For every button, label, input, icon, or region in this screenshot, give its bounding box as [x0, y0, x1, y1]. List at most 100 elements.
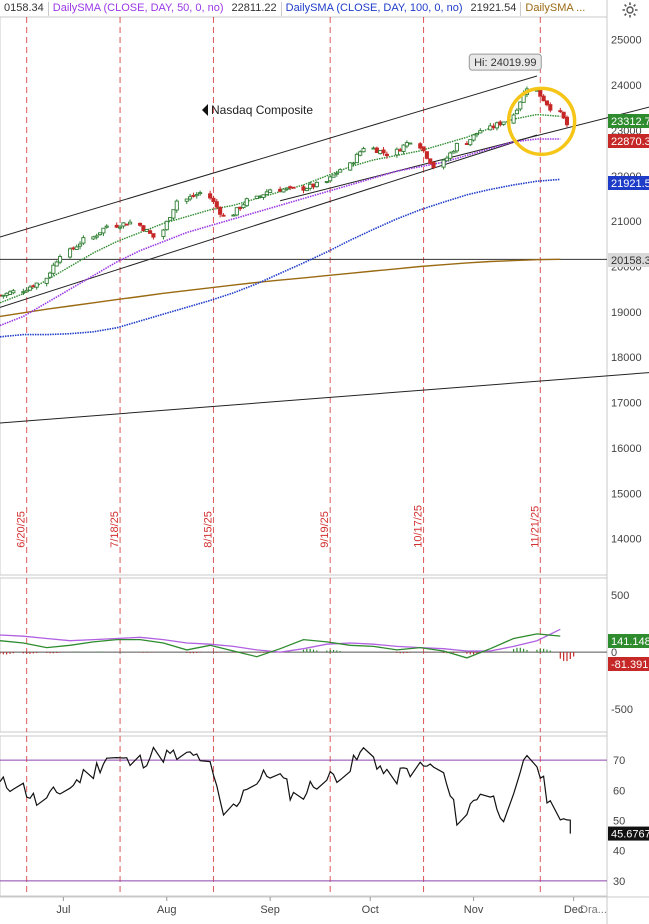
candle-body	[418, 143, 423, 149]
candle-body	[401, 144, 406, 152]
candle-body	[351, 162, 356, 165]
legend-separator	[520, 1, 522, 16]
candle-body	[214, 201, 219, 208]
ma-fast-line	[0, 113, 561, 304]
price-badge-text: 23312.7	[611, 116, 649, 128]
price-y-tick-label: 14000	[611, 534, 642, 546]
macd-badge-text: 141.148	[611, 636, 649, 648]
panel-frame	[0, 577, 608, 733]
candle-body	[27, 286, 33, 291]
candle-body	[424, 151, 429, 159]
hi-label-box	[468, 53, 542, 71]
candle-body	[221, 214, 226, 217]
candle-body	[304, 188, 309, 192]
candle-body	[118, 226, 123, 229]
candle-body	[394, 148, 399, 156]
price-badge-text: 20158.3	[611, 255, 649, 267]
candle-body	[358, 151, 363, 156]
candle-body	[34, 282, 39, 288]
candle-body	[44, 277, 49, 284]
candle-body	[278, 188, 283, 192]
candle-body	[428, 158, 433, 164]
candle-body	[258, 195, 263, 198]
candle-body	[494, 122, 499, 129]
candle-body	[254, 195, 259, 199]
candle-body	[124, 223, 129, 226]
price-badge	[608, 114, 649, 128]
candle-body	[421, 146, 426, 152]
price-badge	[608, 253, 649, 267]
candle-body	[151, 233, 156, 238]
candle-body	[114, 224, 119, 228]
candle-body	[141, 225, 146, 232]
ma100-line	[0, 178, 561, 338]
x-tick-label: Jul	[56, 904, 70, 916]
candle-body	[194, 194, 199, 197]
price-badge-text: 21921.5	[611, 178, 649, 190]
price-y-tick-label: 25000	[611, 35, 642, 47]
candle-body	[558, 110, 563, 113]
candle-body	[468, 139, 473, 146]
candle-body	[308, 183, 313, 189]
x-tick-label: Oct	[362, 904, 379, 916]
candle-body	[191, 194, 196, 197]
macd-badge-text: -81.391	[611, 659, 648, 671]
candle-body	[311, 183, 316, 188]
candle-body	[564, 116, 570, 126]
candle-body	[464, 143, 469, 145]
candle-body	[128, 221, 133, 225]
candle-body	[444, 157, 449, 162]
event-date-label: 8/15/25	[202, 511, 214, 548]
candle-body	[498, 121, 503, 126]
candle-body	[74, 246, 79, 250]
rsi-y-tick-label: 60	[613, 785, 625, 797]
gear-icon	[622, 2, 638, 18]
candle-body	[441, 159, 446, 168]
candle-body	[184, 198, 189, 202]
candle-body	[348, 162, 353, 171]
price-y-tick-label: 18000	[611, 352, 642, 364]
candle-body	[174, 200, 179, 211]
candle-body	[324, 181, 329, 183]
ma200-line	[0, 258, 561, 318]
legend-separator	[47, 1, 49, 16]
legend-ma50-label[interactable]: DailySMA (CLOSE, DAY, 50, 0, no)	[52, 2, 224, 14]
candle-body	[491, 125, 496, 129]
candle-body	[208, 193, 213, 199]
macd-badge	[608, 657, 649, 671]
rsi-line	[0, 746, 571, 834]
rsi-y-tick-label: 40	[613, 846, 625, 858]
candle-body	[488, 125, 493, 131]
candle-body	[474, 133, 479, 136]
candle-body	[198, 192, 203, 195]
candle-body	[471, 134, 476, 141]
candle-body	[281, 188, 286, 193]
legend-ma100-label[interactable]: DailySMA (CLOSE, DAY, 100, 0, no)	[285, 2, 463, 14]
price-badge	[608, 176, 649, 190]
hi-label-text: Hi: 24019.99	[474, 57, 536, 69]
candle-body	[11, 290, 16, 294]
ma50-line	[0, 138, 561, 327]
price-y-tick-label: 19000	[611, 307, 642, 319]
legend-cut-value: 0158.34	[4, 2, 44, 14]
candle-body	[218, 207, 223, 215]
candle-body	[338, 169, 343, 173]
candle-body	[501, 121, 506, 125]
rsi-badge-text: 45.6767	[611, 829, 649, 841]
candle-body	[104, 225, 109, 228]
candle-body	[81, 237, 86, 244]
candle-body	[188, 196, 193, 200]
candle-body	[238, 206, 243, 210]
candle-body	[451, 150, 456, 154]
candle-body	[544, 100, 550, 106]
rsi-badge	[608, 826, 649, 841]
candle-body	[47, 272, 53, 278]
settings-button[interactable]	[615, 0, 645, 20]
candle-body	[288, 186, 293, 189]
channel-upper-line	[0, 75, 538, 238]
legend-ma200-label[interactable]: DailySMA ...	[525, 2, 586, 14]
candle-body	[24, 289, 29, 293]
candle-body	[241, 204, 246, 209]
price-y-tick-label: 24000	[611, 80, 642, 92]
